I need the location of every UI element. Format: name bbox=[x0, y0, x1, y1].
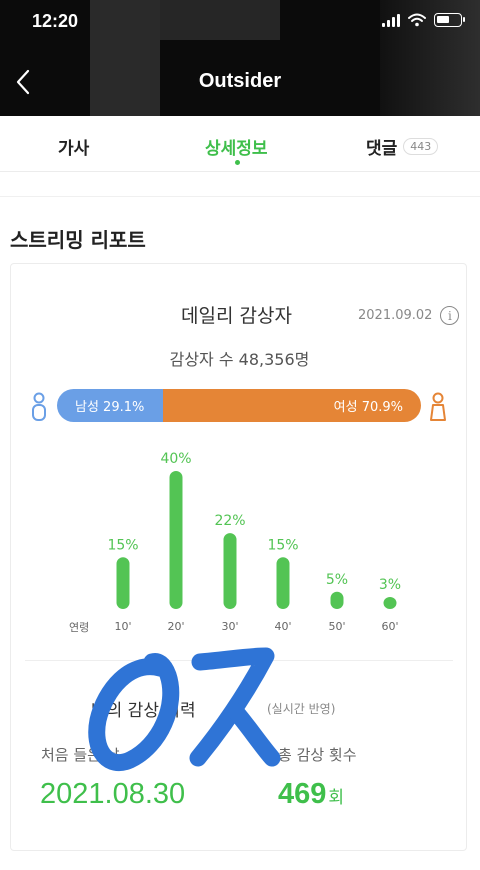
age-bar bbox=[169, 471, 183, 609]
age-tick-label: 30' bbox=[221, 620, 238, 633]
first-listen-date: 2021.08.30 bbox=[40, 778, 186, 810]
female-person-icon bbox=[430, 392, 446, 421]
header-background-art bbox=[160, 0, 280, 40]
gender-ratio-bar: 남성 29.1% 여성 70.9% bbox=[57, 389, 421, 422]
age-bar bbox=[330, 591, 344, 609]
first-listen-label: 처음 들은 날 bbox=[41, 746, 120, 764]
back-button[interactable] bbox=[8, 66, 38, 98]
info-icon[interactable]: i bbox=[440, 306, 460, 325]
age-tick-label: 40' bbox=[274, 620, 291, 633]
age-tick-label: 60' bbox=[381, 620, 398, 633]
age-tick-label: 20' bbox=[167, 620, 184, 633]
age-tick-label: 10' bbox=[114, 620, 131, 633]
age-distribution-chart: 15% 10' 40% 20' 22% 30' 15% 40' 5% 50' 3% 60' bbox=[107, 451, 401, 633]
header-background-art bbox=[90, 0, 160, 116]
my-listening-title: 나의 감상 이력 bbox=[91, 701, 196, 721]
age-bar-value-label: 3% bbox=[379, 577, 401, 593]
wifi-icon bbox=[408, 13, 426, 27]
total-listen-label: 총 감상 횟수 bbox=[278, 746, 357, 764]
tab-details[interactable]: 상세정보 bbox=[205, 134, 268, 165]
age-bar bbox=[223, 533, 237, 609]
streaming-report-card: 데일리 감상자 2021.09.02 i 감상자 수 48,356명 남성 29… bbox=[10, 263, 467, 851]
age-bar-value-label: 22% bbox=[214, 513, 245, 529]
status-time: 12:20 bbox=[32, 11, 79, 31]
daily-listeners-title: 데일리 감상자 bbox=[181, 305, 292, 327]
age-bar bbox=[116, 557, 130, 609]
total-listen-count: 469 회 bbox=[278, 778, 344, 811]
male-person-icon bbox=[32, 392, 46, 421]
realtime-note: (실시간 반영) bbox=[267, 702, 336, 716]
total-listen-number: 469 bbox=[278, 778, 327, 810]
age-tick-label: 50' bbox=[328, 620, 345, 633]
tab-lyrics[interactable]: 가사 bbox=[58, 139, 90, 159]
chevron-left-icon bbox=[16, 69, 30, 95]
age-bar-value-label: 15% bbox=[107, 537, 138, 553]
report-date: 2021.09.02 i bbox=[358, 306, 460, 325]
listener-count: 감상자 수 48,356명 bbox=[169, 350, 310, 369]
page-title: Outsider bbox=[198, 70, 282, 92]
tab-comments[interactable]: 댓글 443 bbox=[366, 134, 439, 159]
divider bbox=[25, 660, 453, 661]
comment-count-badge: 443 bbox=[403, 138, 439, 155]
age-bar-value-label: 40% bbox=[160, 451, 191, 467]
status-icons bbox=[382, 13, 465, 27]
tab-bar: 가사 상세정보 댓글 443 bbox=[0, 116, 480, 172]
age-bar bbox=[276, 557, 290, 609]
female-ratio: 여성 70.9% bbox=[162, 389, 421, 422]
battery-icon bbox=[434, 13, 465, 27]
age-bar-value-label: 15% bbox=[267, 537, 298, 553]
tab-comments-label: 댓글 bbox=[366, 139, 398, 159]
age-bar-value-label: 5% bbox=[326, 572, 348, 588]
total-listen-unit: 회 bbox=[328, 788, 345, 807]
age-axis-label: 연령 bbox=[69, 621, 90, 634]
section-title: 스트리밍 리포트 bbox=[10, 228, 146, 252]
signal-icon bbox=[382, 13, 400, 27]
tab-details-label: 상세정보 bbox=[205, 139, 268, 159]
age-bar bbox=[383, 597, 397, 609]
app-header: 12:20 Outsider bbox=[0, 0, 480, 116]
report-date-text: 2021.09.02 bbox=[358, 308, 433, 323]
divider bbox=[0, 196, 480, 197]
active-tab-indicator bbox=[235, 160, 240, 165]
male-ratio: 남성 29.1% bbox=[57, 389, 163, 422]
